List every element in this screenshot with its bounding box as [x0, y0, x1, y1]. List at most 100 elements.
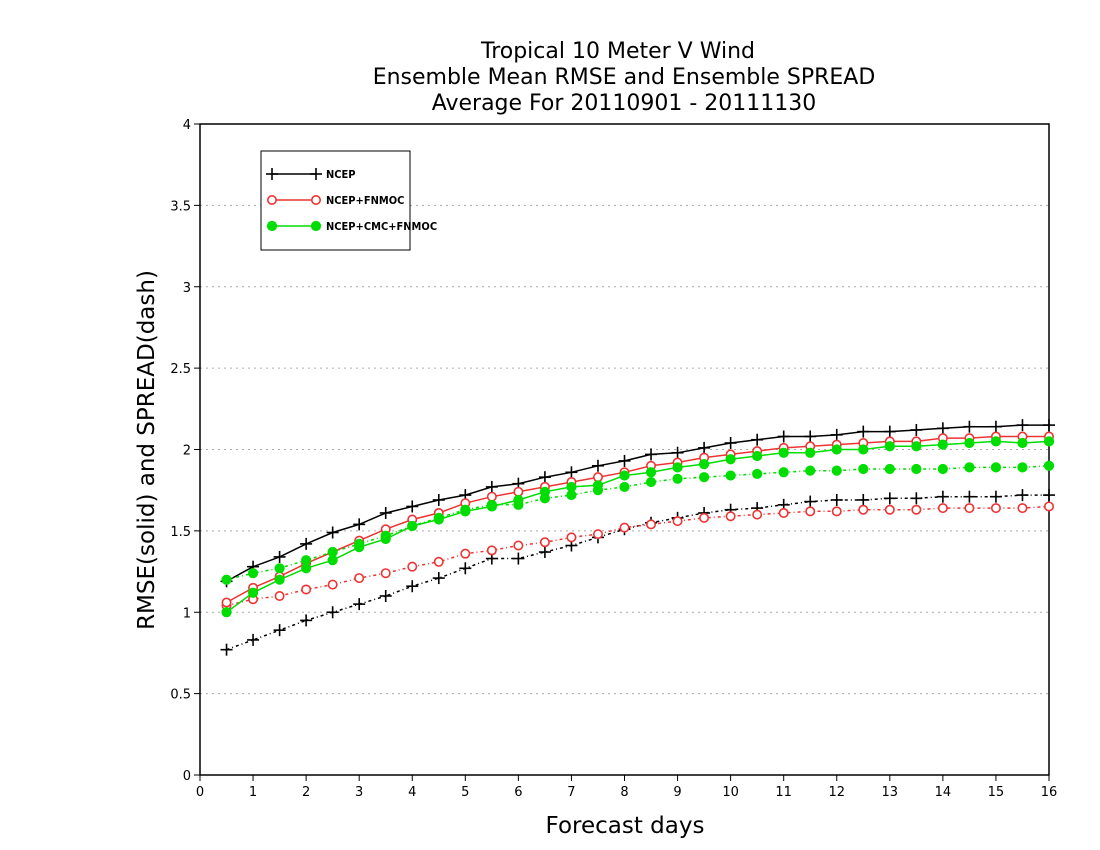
series-ncep-cmc-fnmoc-rmse-point — [858, 444, 869, 455]
x-tick-label: 16 — [1041, 785, 1058, 800]
series-ncep-spread-point — [936, 490, 949, 503]
series-ncep-cmc-fnmoc-rmse-point — [247, 587, 259, 598]
series-ncep-cmc-fnmoc-spread-point — [937, 463, 948, 475]
legend-item: NCEP+CMC+FNMOC — [266, 220, 437, 233]
series-ncep-rmse-point — [326, 526, 339, 539]
series-ncep-cmc-fnmoc-spread-point — [964, 462, 975, 473]
series-ncep-rmse-point — [989, 420, 1002, 433]
series-ncep-rmse-point — [698, 441, 711, 454]
legend-label: NCEP+FNMOC — [326, 194, 404, 207]
series-ncep-cmc-fnmoc-spread-point — [698, 472, 710, 483]
x-tick-label: 11 — [775, 785, 792, 800]
series-ncep-fnmoc-rmse-markers — [221, 431, 1055, 608]
series-ncep-cmc-fnmoc-rmse-point — [513, 494, 524, 506]
chart-title: Tropical 10 Meter V Wind Ensemble Mean R… — [373, 39, 876, 116]
series-ncep-rmse-point — [1016, 419, 1029, 432]
series-ncep-fnmoc-spread-point — [539, 537, 550, 548]
series-ncep-spread-point — [247, 633, 260, 646]
series-ncep-cmc-fnmoc-spread-point — [752, 468, 763, 480]
series-ncep-fnmoc-spread-point — [1044, 501, 1055, 512]
title-line-1: Tropical 10 Meter V Wind — [480, 39, 755, 64]
x-tick-label: 10 — [722, 785, 739, 800]
series-ncep-fnmoc-spread-point — [672, 516, 683, 527]
series-ncep-cmc-fnmoc-spread-point — [884, 463, 895, 475]
x-tick-label: 12 — [828, 785, 845, 800]
series-ncep-cmc-fnmoc-spread-point — [778, 467, 789, 478]
y-tick-label: 2 — [183, 444, 191, 459]
series-ncep-spread-point — [406, 580, 419, 593]
series-ncep-fnmoc-spread-point — [407, 561, 418, 572]
series-ncep-spread-point — [1043, 489, 1055, 502]
series-ncep-rmse-point — [830, 428, 843, 441]
series-ncep-fnmoc-spread-point — [858, 504, 869, 515]
series-ncep-fnmoc-rmse-point — [221, 597, 232, 608]
series-ncep-cmc-fnmoc-spread-point — [831, 465, 842, 476]
x-tick-label: 7 — [567, 785, 575, 800]
series-ncep-fnmoc-spread-point — [274, 590, 285, 601]
series-ncep-fnmoc-spread-point — [805, 506, 816, 517]
series-ncep-cmc-fnmoc-rmse-point — [672, 462, 683, 473]
series-ncep-spread-point — [273, 624, 286, 637]
y-tick-label: 0 — [183, 769, 191, 784]
series-ncep-cmc-fnmoc-rmse-point — [407, 520, 418, 532]
series-ncep-cmc-fnmoc-spread-line — [226, 465, 1050, 581]
series-ncep-fnmoc-spread-point — [884, 504, 895, 515]
series-ncep-rmse-point — [883, 425, 896, 438]
series-ncep-spread-point — [804, 495, 817, 508]
series-ncep-fnmoc-spread-point — [513, 540, 524, 551]
series-ncep-rmse-point — [379, 506, 392, 519]
series-ncep-fnmoc-spread-point — [778, 507, 789, 518]
series-ncep-rmse-point — [485, 480, 498, 493]
series-ncep-cmc-fnmoc-rmse-point — [725, 454, 736, 465]
series-ncep-rmse-point — [273, 550, 286, 563]
series-ncep-rmse-point — [432, 493, 445, 506]
series-ncep-spread-point — [459, 562, 472, 575]
x-tick-label: 8 — [620, 785, 628, 800]
series-ncep-spread-line — [226, 494, 1049, 651]
y-axis-label: RMSE(solid) and SPREAD(dash) — [134, 270, 160, 630]
series-ncep-fnmoc-rmse-line — [226, 435, 1049, 604]
series-ncep-fnmoc-spread-point — [327, 579, 338, 590]
series-ncep-fnmoc-spread-point — [354, 573, 365, 584]
y-tick-label: 4 — [183, 118, 191, 133]
series-ncep-cmc-fnmoc-spread-point — [274, 563, 285, 574]
x-tick-label: 0 — [196, 785, 204, 800]
series-ncep-cmc-fnmoc-rmse-point — [619, 470, 630, 481]
series-ncep-spread-point — [353, 598, 366, 611]
series-ncep-spread-point — [538, 546, 551, 559]
series-ncep-cmc-fnmoc-rmse-point — [831, 444, 842, 455]
series-ncep-cmc-fnmoc-rmse-point — [778, 447, 789, 458]
x-tick-label: 15 — [988, 785, 1005, 800]
series-ncep-cmc-fnmoc-spread-point — [221, 574, 232, 585]
series-ncep-cmc-fnmoc-rmse-point — [380, 533, 391, 545]
series-ncep-cmc-fnmoc-rmse-point — [221, 607, 232, 618]
series-ncep-rmse-point — [857, 425, 870, 438]
series-ncep-spread-point — [963, 490, 976, 503]
x-axis-label: Forecast days — [546, 813, 705, 839]
series-ncep-rmse-markers — [220, 419, 1055, 588]
legend-marker — [310, 195, 321, 206]
series-ncep-cmc-fnmoc-rmse-point — [698, 459, 710, 470]
series-ncep-fnmoc-spread-point — [301, 584, 312, 595]
series-ncep-spread-point — [220, 643, 233, 656]
series-ncep-rmse-point — [910, 423, 923, 436]
series-ncep-cmc-fnmoc-rmse-point — [805, 447, 816, 458]
series-ncep-spread-point — [830, 493, 843, 506]
series-ncep-cmc-fnmoc-rmse-point — [486, 501, 497, 512]
series-ncep-spread-point — [857, 493, 870, 506]
series-ncep-fnmoc-rmse-point — [486, 491, 497, 502]
series-group — [220, 419, 1055, 656]
series-ncep-cmc-fnmoc-spread-point — [858, 463, 869, 475]
series-ncep-fnmoc-spread-point — [911, 504, 922, 515]
series-ncep-cmc-fnmoc-rmse-point — [964, 437, 975, 449]
series-ncep-fnmoc-spread-line — [226, 505, 1050, 607]
legend-marker — [310, 220, 322, 232]
series-ncep-cmc-fnmoc-rmse-point — [327, 555, 338, 566]
series-ncep-cmc-fnmoc-rmse-point — [911, 441, 922, 452]
series-ncep-fnmoc-spread-point — [592, 529, 603, 540]
series-ncep-rmse-point — [591, 459, 604, 472]
series-ncep-fnmoc-spread-point — [937, 503, 948, 514]
x-tick-label: 14 — [935, 785, 952, 800]
series-ncep-cmc-fnmoc-rmse-point — [301, 563, 312, 574]
